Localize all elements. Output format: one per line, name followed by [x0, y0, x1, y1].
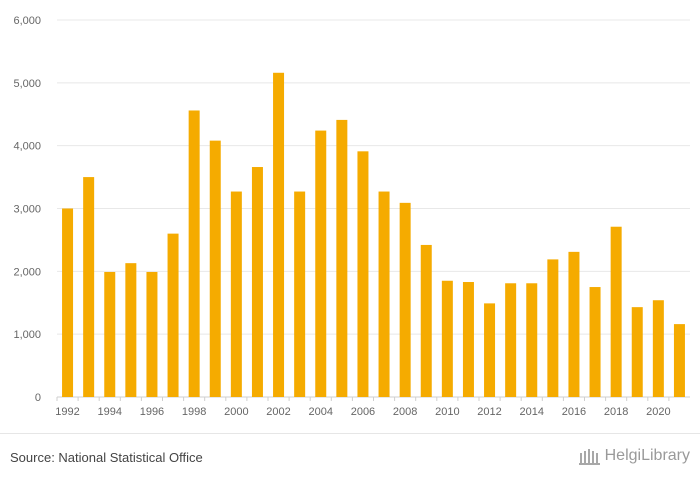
footer-divider: [0, 433, 700, 434]
bar-2015[interactable]: [547, 259, 559, 397]
x-tick-label: 2008: [393, 406, 417, 418]
x-axis-ticks: 1992 1994 1996 1998 2000 2002 2004 2006 2008 2010…: [55, 397, 671, 418]
bar-1994[interactable]: [104, 271, 116, 397]
bar-chart: 0 1,000 2,000 3,000 4,000 5,000 6,000 1992 1994…: [13, 15, 690, 418]
x-tick-label: 2004: [309, 406, 333, 418]
bar-1995[interactable]: [125, 263, 137, 397]
x-tick-label: 2016: [562, 406, 586, 418]
y-tick-label: 3,000: [13, 204, 41, 216]
bar-2021[interactable]: [673, 324, 685, 397]
bar-2006[interactable]: [357, 151, 369, 397]
y-tick-label: 2,000: [13, 266, 41, 278]
x-tick-label: 2020: [646, 406, 670, 418]
bar-1997[interactable]: [167, 233, 179, 397]
logo-text: HelgiLibrary: [604, 447, 690, 464]
x-tick-label: 1996: [140, 406, 164, 418]
bar-2008[interactable]: [399, 202, 411, 397]
y-tick-label: 0: [35, 392, 41, 404]
bar-2001[interactable]: [251, 167, 263, 397]
bar-2019[interactable]: [631, 307, 643, 397]
bar-1998[interactable]: [188, 110, 200, 397]
y-tick-label: 4,000: [13, 141, 41, 153]
bar-2004[interactable]: [315, 130, 327, 397]
x-tick-label: 2002: [266, 406, 290, 418]
bar-2012[interactable]: [484, 303, 496, 397]
library-icon: [578, 449, 600, 465]
bar-2010[interactable]: [441, 280, 453, 397]
x-tick-label: 2018: [604, 406, 628, 418]
bar-2003[interactable]: [294, 191, 306, 397]
x-tick-label: 2010: [435, 406, 459, 418]
x-tick-label: 2006: [351, 406, 375, 418]
bar-2007[interactable]: [378, 191, 390, 397]
x-tick-label: 2014: [520, 406, 544, 418]
bar-2005[interactable]: [336, 119, 348, 397]
x-tick-label: 1998: [182, 406, 206, 418]
y-tick-label: 1,000: [13, 329, 41, 341]
bar-1992[interactable]: [62, 208, 74, 398]
bar-2014[interactable]: [526, 283, 538, 397]
bar-2016[interactable]: [568, 251, 580, 397]
helgi-library-logo[interactable]: HelgiLibrary: [578, 447, 690, 465]
bar-2020[interactable]: [652, 300, 664, 397]
y-axis-ticks: 0 1,000 2,000 3,000 4,000 5,000 6,000: [13, 15, 41, 404]
bar-1993[interactable]: [83, 177, 95, 397]
source-note: Source: National Statistical Office: [10, 450, 203, 465]
gridlines: [57, 19, 690, 398]
x-tick-label: 2012: [477, 406, 501, 418]
y-tick-label: 5,000: [13, 78, 41, 90]
bar-2009[interactable]: [420, 244, 432, 397]
bar-1996[interactable]: [146, 271, 158, 397]
y-tick-label: 6,000: [13, 15, 41, 27]
bar-2018[interactable]: [610, 226, 622, 397]
bar-2017[interactable]: [589, 287, 601, 397]
x-tick-label: 1992: [55, 406, 79, 418]
x-tick-label: 2000: [224, 406, 248, 418]
bar-2002[interactable]: [273, 72, 285, 397]
bar-2000[interactable]: [230, 191, 242, 397]
bar-1999[interactable]: [209, 140, 221, 397]
x-tick-label: 1994: [98, 406, 122, 418]
bars: [62, 72, 685, 398]
bar-2011[interactable]: [462, 282, 474, 397]
bar-2013[interactable]: [505, 283, 517, 397]
